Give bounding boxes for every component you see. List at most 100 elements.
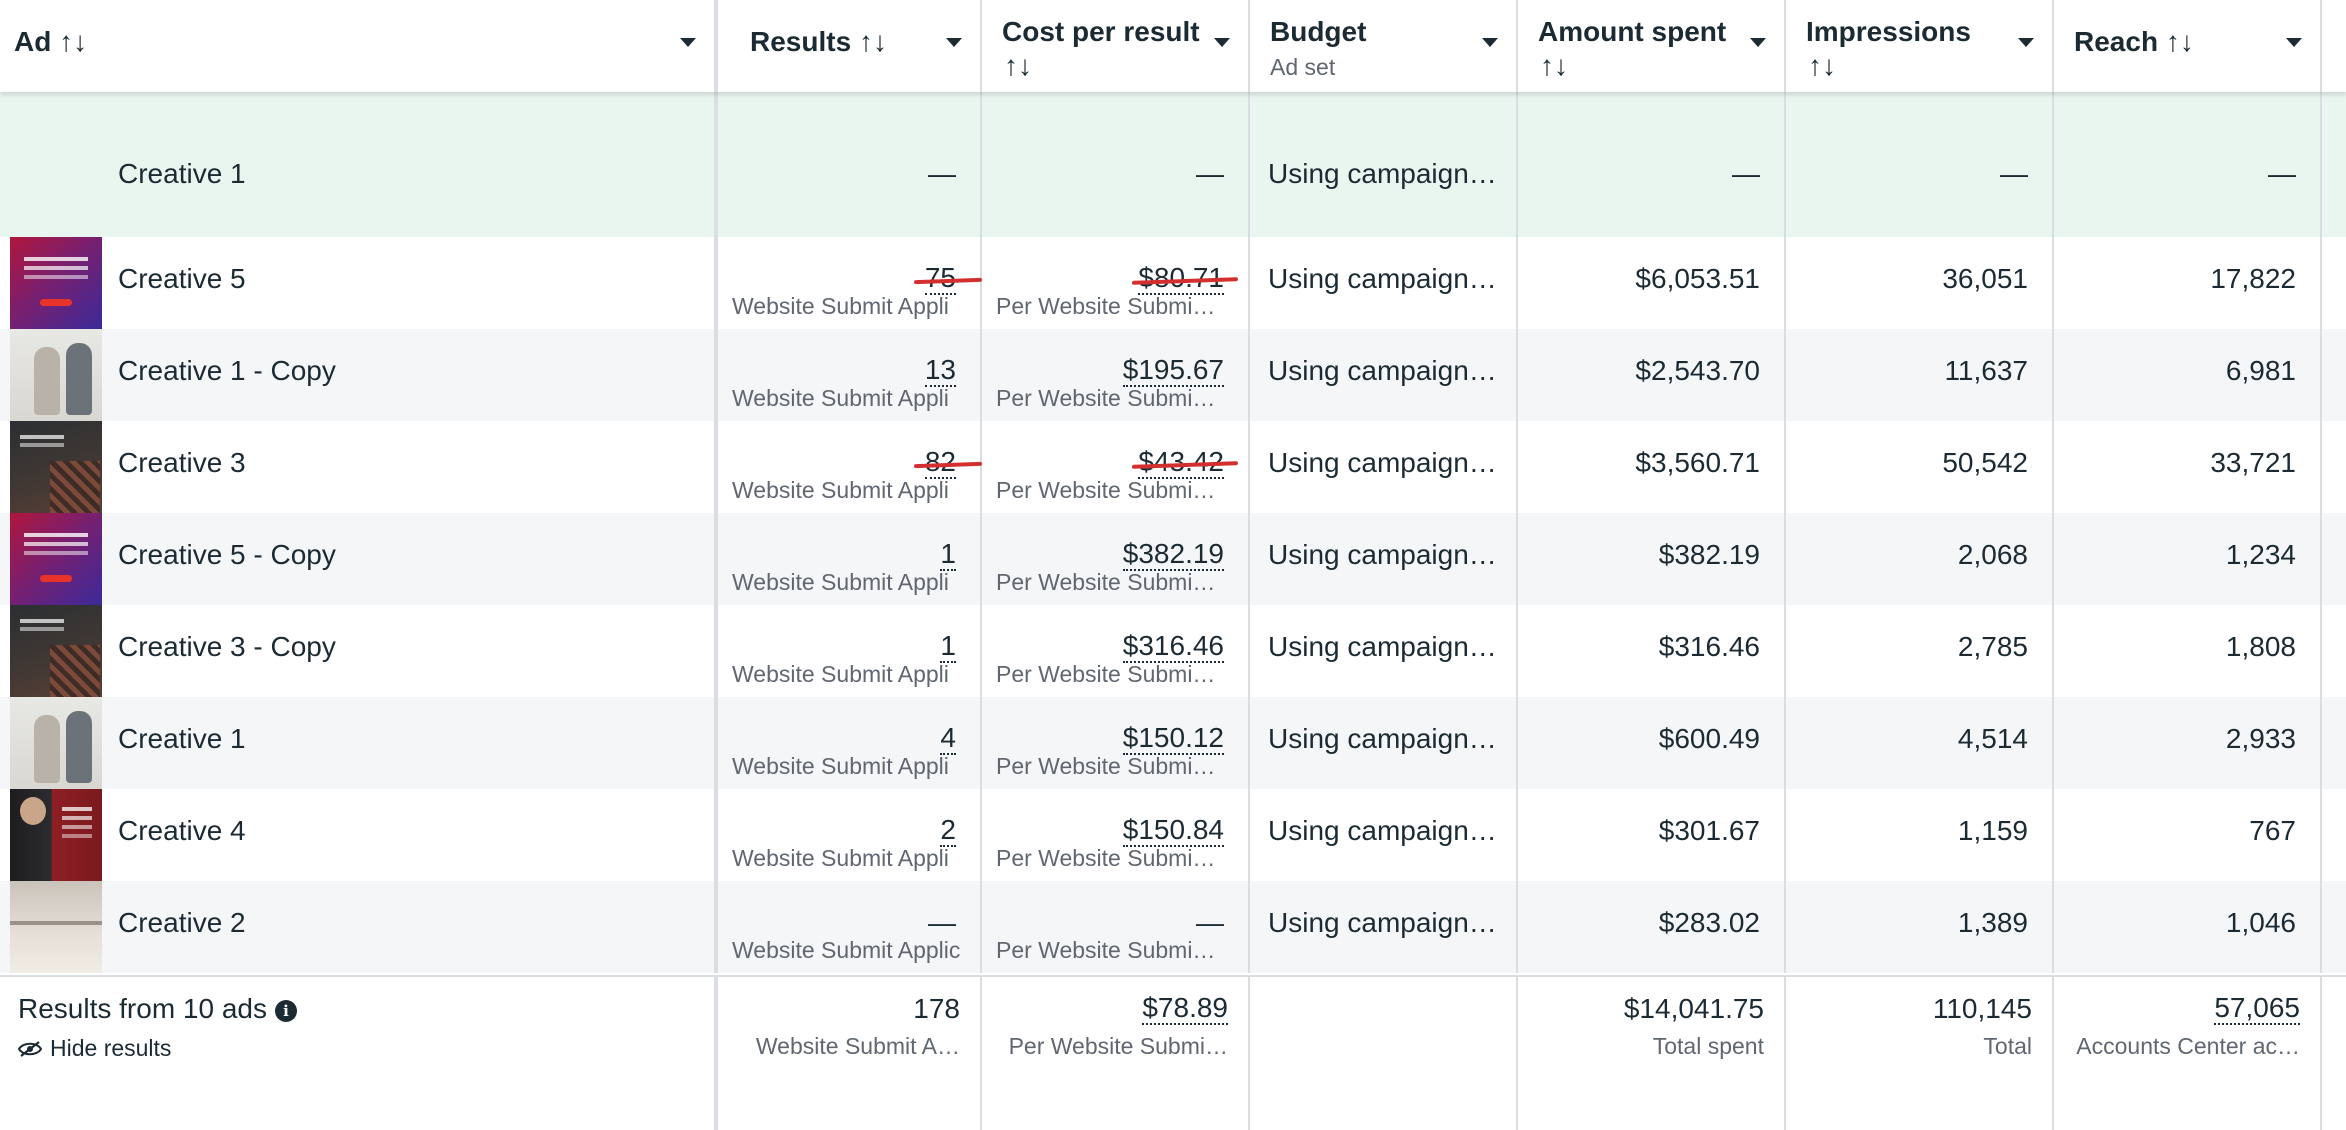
sort-arrows-icon[interactable]: ↑↓ bbox=[1540, 50, 1568, 81]
cell-impressions: 36,051 bbox=[1786, 237, 2054, 329]
table-header: Ad ↑↓ Results ↑↓ Cost per result ↑↓ Budg… bbox=[0, 0, 2346, 92]
caret-down-icon[interactable] bbox=[2018, 38, 2034, 47]
cost-value[interactable]: $150.12 bbox=[1122, 722, 1224, 755]
ad-thumbnail[interactable] bbox=[10, 789, 102, 881]
results-value[interactable]: 82 bbox=[924, 446, 956, 479]
table-row[interactable]: Creative 3 - Copy 1 Website Submit Appli $3… bbox=[0, 605, 2346, 697]
column-header-ad[interactable]: Ad ↑↓ bbox=[0, 0, 718, 92]
ad-thumbnail[interactable] bbox=[10, 421, 102, 513]
cell-reach: 767 bbox=[2054, 789, 2322, 881]
sort-arrows-icon[interactable]: ↑↓ bbox=[59, 26, 88, 57]
cell-budget: Using campaign… bbox=[1250, 92, 1518, 237]
caret-down-icon[interactable] bbox=[946, 38, 962, 47]
caret-down-icon[interactable] bbox=[1482, 38, 1498, 47]
table-row[interactable]: Creative 1 - Copy 13 Website Submit Appli $… bbox=[0, 329, 2346, 421]
cell-amount: $2,543.70 bbox=[1518, 329, 1786, 421]
cost-value[interactable]: $195.67 bbox=[1122, 354, 1224, 387]
summary-row bbox=[0, 975, 2346, 1130]
ad-name[interactable]: Creative 2 bbox=[118, 907, 246, 938]
results-value[interactable]: 13 bbox=[924, 354, 956, 387]
summary-reach-value[interactable]: 57,065 bbox=[2214, 992, 2300, 1025]
cell-results: 13 Website Submit Appli bbox=[718, 329, 982, 421]
cell-reach: 2,933 bbox=[2054, 697, 2322, 789]
results-value[interactable]: 1 bbox=[940, 538, 956, 571]
cell-reach: 1,046 bbox=[2054, 881, 2322, 973]
column-header-budget[interactable]: Budget Ad set bbox=[1250, 0, 1518, 92]
summary-title: Results from 10 ads bbox=[18, 993, 267, 1024]
ad-name[interactable]: Creative 1 - Copy bbox=[118, 355, 336, 386]
table-row[interactable]: Creative 5 75 Website Submit Appli $80.71 Pe… bbox=[0, 237, 2346, 329]
caret-down-icon[interactable] bbox=[2286, 38, 2302, 47]
cell-results: 4 Website Submit Appli bbox=[718, 697, 982, 789]
column-header-reach[interactable]: Reach ↑↓ bbox=[2054, 0, 2322, 92]
ad-thumbnail[interactable] bbox=[10, 697, 102, 789]
impressions-value: 4,514 bbox=[1957, 723, 2028, 754]
sort-arrows-icon[interactable]: ↑↓ bbox=[2165, 26, 2194, 57]
info-icon[interactable]: i bbox=[275, 1000, 297, 1022]
ad-name[interactable]: Creative 5 - Copy bbox=[118, 539, 336, 570]
cell-cost: $80.71 Per Website Submi… bbox=[982, 237, 1250, 329]
column-header-amount-spent[interactable]: Amount spent ↑↓ bbox=[1518, 0, 1786, 92]
impressions-value: 1,389 bbox=[1957, 907, 2028, 938]
caret-down-icon[interactable] bbox=[680, 38, 696, 47]
results-value[interactable]: 4 bbox=[940, 722, 956, 755]
column-header-results[interactable]: Results ↑↓ bbox=[718, 0, 982, 92]
column-header-impressions[interactable]: Impressions ↑↓ bbox=[1786, 0, 2054, 92]
cost-value[interactable]: $382.19 bbox=[1122, 538, 1224, 571]
cell-reach: 33,721 bbox=[2054, 421, 2322, 513]
table-row[interactable]: Creative 3 82 Website Submit Appli $43.42 Pe… bbox=[0, 421, 2346, 513]
ad-name[interactable]: Creative 1 bbox=[118, 723, 246, 754]
sort-arrows-icon[interactable]: ↑↓ bbox=[858, 26, 887, 57]
cell-budget: Using campaign… bbox=[1250, 789, 1518, 881]
impressions-value: 2,068 bbox=[1957, 539, 2028, 570]
amount-value: $3,560.71 bbox=[1635, 447, 1760, 478]
cell-overflow bbox=[2322, 881, 2346, 973]
ad-thumbnail[interactable] bbox=[10, 237, 102, 329]
ad-name[interactable]: Creative 3 bbox=[118, 447, 246, 478]
table-row-group[interactable]: Creative 1 — — Using campaign… — — — bbox=[0, 92, 2346, 237]
ad-name[interactable]: Creative 3 - Copy bbox=[118, 631, 336, 662]
sort-arrows-icon[interactable]: ↑↓ bbox=[1004, 50, 1032, 81]
cost-value[interactable]: $316.46 bbox=[1122, 630, 1224, 663]
amount-value: $2,543.70 bbox=[1635, 355, 1760, 386]
cost-value[interactable]: $150.84 bbox=[1122, 814, 1224, 847]
cell-budget: Using campaign… bbox=[1250, 513, 1518, 605]
cell-budget: Using campaign… bbox=[1250, 697, 1518, 789]
results-value[interactable]: 75 bbox=[924, 262, 956, 295]
results-value: — bbox=[928, 158, 956, 189]
column-header-overflow bbox=[2322, 0, 2346, 92]
reach-value: 1,046 bbox=[2225, 907, 2296, 938]
table-row[interactable]: Creative 2— Website Submit Applic — Per Web… bbox=[0, 881, 2346, 973]
budget-value: Using campaign… bbox=[1268, 355, 1497, 386]
ad-name[interactable]: Creative 4 bbox=[118, 815, 246, 846]
sort-arrows-icon[interactable]: ↑↓ bbox=[1808, 50, 1836, 81]
results-value[interactable]: — bbox=[928, 907, 956, 938]
summary-cost-value[interactable]: $78.89 bbox=[1142, 992, 1228, 1025]
cell-results: 82 Website Submit Appli bbox=[718, 421, 982, 513]
summary-reach-sub: Accounts Center ac… bbox=[2076, 1033, 2300, 1059]
table-row[interactable]: Creative 4 2 Website Submit Appli $150.84 Pe… bbox=[0, 789, 2346, 881]
cell-overflow bbox=[2322, 329, 2346, 421]
ad-thumbnail[interactable] bbox=[10, 605, 102, 697]
column-header-cost-per-result[interactable]: Cost per result ↑↓ bbox=[982, 0, 1250, 92]
ad-thumbnail[interactable] bbox=[10, 329, 102, 421]
caret-down-icon[interactable] bbox=[1750, 38, 1766, 47]
table-row[interactable]: Creative 1 4 Website Submit Appli $150.12 Pe… bbox=[0, 697, 2346, 789]
cost-sub: Per Website Submi… bbox=[996, 569, 1216, 595]
cost-value[interactable]: — bbox=[1196, 907, 1224, 938]
results-value[interactable]: 1 bbox=[940, 630, 956, 663]
results-sub: Website Submit Applic bbox=[732, 937, 961, 963]
caret-down-icon[interactable] bbox=[1214, 38, 1230, 47]
hide-results-button[interactable]: Hide results bbox=[18, 1035, 171, 1062]
results-sub: Website Submit Appli bbox=[732, 293, 949, 319]
summary-cell-ad: Results from 10 ads i Hide results bbox=[0, 975, 718, 1130]
ad-thumbnail[interactable] bbox=[10, 513, 102, 605]
ad-name[interactable]: Creative 5 bbox=[118, 263, 246, 294]
reach-value: 2,933 bbox=[2225, 723, 2296, 754]
cost-sub: Per Website Submi… bbox=[996, 477, 1216, 503]
ad-name[interactable]: Creative 1 bbox=[118, 158, 246, 189]
results-value[interactable]: 2 bbox=[940, 814, 956, 847]
table-row[interactable]: Creative 5 - Copy 1 Website Submit Appli $3… bbox=[0, 513, 2346, 605]
ad-thumbnail[interactable] bbox=[10, 881, 102, 973]
amount-value: $283.02 bbox=[1658, 907, 1760, 938]
